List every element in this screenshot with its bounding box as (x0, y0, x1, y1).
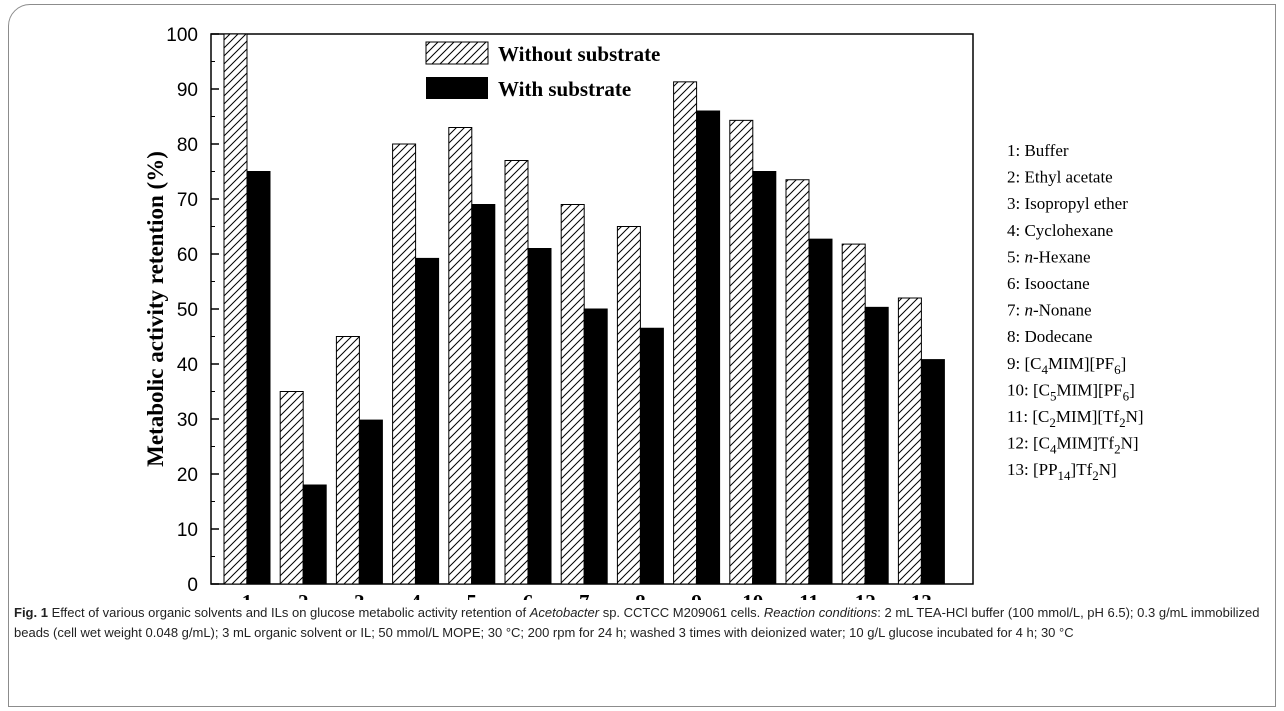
x-tick-label: 11 (799, 590, 819, 600)
x-tick-label: 12 (855, 590, 876, 600)
caption-organism: Acetobacter (529, 605, 600, 620)
key-item: 6: Isooctane (1007, 274, 1090, 293)
bar-without-substrate (448, 127, 473, 585)
key-item: 11: [C2MIM][Tf2N] (1007, 407, 1144, 430)
key-item: 5: n-Hexane (1007, 247, 1091, 266)
key-item: 12: [C4MIM]Tf2N] (1007, 434, 1139, 457)
y-tick-label: 20 (177, 465, 198, 486)
y-tick-label: 90 (177, 80, 198, 101)
legend-label-without-substrate: Without substrate (498, 42, 660, 66)
caption-label: Fig. 1 (14, 605, 48, 620)
bar-with-substrate (808, 238, 833, 585)
x-tick-label: 6 (523, 590, 534, 600)
bar-without-substrate (504, 160, 529, 585)
bar-without-substrate (279, 391, 304, 585)
bar-with-substrate (639, 327, 664, 585)
bar-with-substrate (358, 419, 383, 585)
key-item: 8: Dodecane (1007, 327, 1092, 346)
y-axis: 0 10 20 30 40 50 60 70 80 90 100 (166, 25, 219, 596)
caption-conditions-label: Reaction conditions (763, 605, 878, 620)
caption-text-2: sp. CCTCC M209061 cells. (599, 605, 764, 620)
bar-with-substrate (752, 171, 777, 585)
x-tick-label: 7 (579, 590, 590, 600)
bar-with-substrate (864, 306, 889, 585)
bar-without-substrate (897, 297, 922, 585)
bar-without-substrate (392, 143, 417, 585)
solvent-key-list: 1: Buffer 2: Ethyl acetate 3: Isopropyl et… (1007, 141, 1144, 483)
key-item: 9: [C4MIM][PF6] (1007, 354, 1126, 377)
bar-with-substrate (471, 204, 496, 585)
bar-with-substrate (302, 484, 327, 585)
y-tick-label: 80 (177, 135, 198, 156)
key-item: 13: [PP14]Tf2N] (1007, 460, 1117, 483)
figure-caption: Fig. 1 Effect of various organic solvent… (14, 603, 1270, 643)
bar-with-substrate (415, 257, 440, 585)
caption-text-1: Effect of various organic solvents and I… (51, 605, 530, 620)
bar-with-substrate (527, 248, 552, 585)
x-tick-label: 1 (242, 590, 253, 600)
x-tick-label: 4 (410, 590, 421, 600)
y-tick-label: 10 (177, 520, 198, 541)
legend: Without substrate With substrate (425, 41, 660, 101)
key-item: 3: Isopropyl ether (1007, 194, 1128, 213)
figure-frame (8, 4, 1276, 707)
x-tick-label: 8 (635, 590, 646, 600)
bar-without-substrate (729, 119, 754, 585)
x-tick-label: 10 (742, 590, 763, 600)
key-item: 10: [C5MIM][PF6] (1007, 380, 1135, 403)
x-tick-label: 2 (298, 590, 309, 600)
bars (223, 33, 945, 585)
bar-without-substrate (673, 81, 698, 585)
y-tick-label: 70 (177, 190, 198, 211)
bar-without-substrate (223, 33, 248, 585)
key-item: 4: Cyclohexane (1007, 221, 1113, 240)
x-tick-label: 5 (467, 590, 478, 600)
bar-without-substrate (616, 226, 641, 585)
bar-with-substrate (246, 171, 271, 585)
legend-swatch-without-substrate (425, 41, 489, 65)
bar-with-substrate (920, 359, 945, 585)
x-tick-label: 13 (911, 590, 932, 600)
bar-with-substrate (696, 110, 721, 585)
y-tick-label: 60 (177, 245, 198, 266)
key-item: 1: Buffer (1007, 141, 1069, 160)
x-tick-label: 9 (691, 590, 702, 600)
bar-without-substrate (335, 336, 360, 585)
y-tick-label: 100 (166, 25, 198, 46)
y-tick-label: 50 (177, 300, 198, 321)
x-axis: 12345678910111213 (242, 578, 932, 600)
bar-without-substrate (841, 243, 866, 585)
x-tick-label: 3 (354, 590, 365, 600)
y-tick-label: 30 (177, 410, 198, 431)
legend-swatch-with-substrate (426, 77, 488, 99)
key-item: 2: Ethyl acetate (1007, 168, 1113, 187)
bar-with-substrate (583, 308, 608, 585)
y-axis-title: Metabolic activity retention (%) (143, 151, 168, 467)
bar-without-substrate (785, 179, 810, 585)
caption-text-3: : 2 mL TEA-HCl buffer (100 mmol/L, pH 6.… (14, 605, 1260, 640)
key-item: 7: n-Nonane (1007, 301, 1092, 320)
y-tick-label: 0 (187, 575, 198, 596)
y-tick-label: 40 (177, 355, 198, 376)
legend-label-with-substrate: With substrate (498, 77, 631, 101)
bar-without-substrate (560, 204, 585, 585)
